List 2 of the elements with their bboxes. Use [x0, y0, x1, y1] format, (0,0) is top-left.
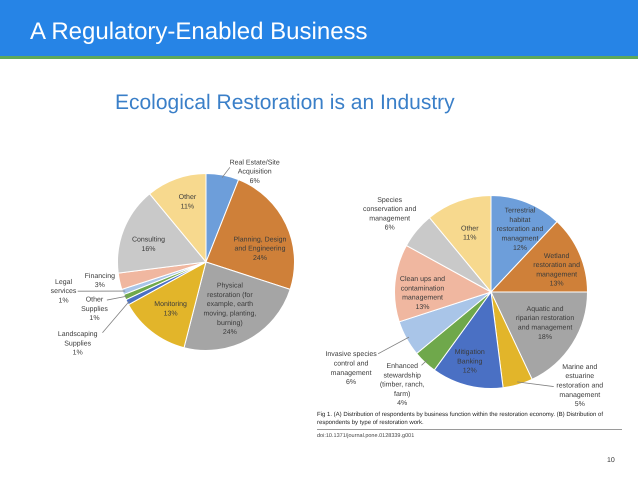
- chart-title: A Regulatory-Enabled Business: [30, 18, 368, 46]
- chart-subtitle: Ecological Restoration is an Industry: [115, 91, 455, 115]
